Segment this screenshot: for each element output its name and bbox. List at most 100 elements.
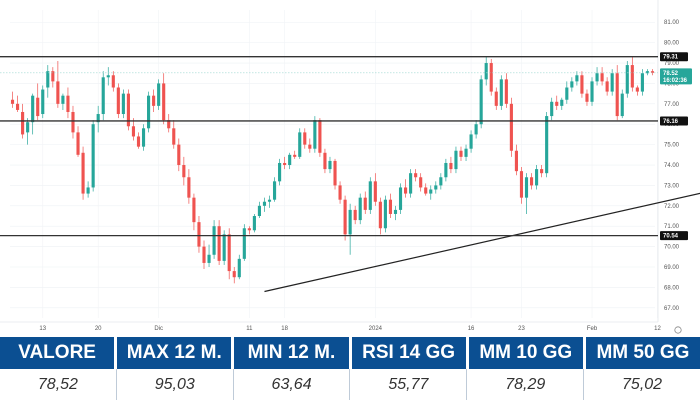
candle-body xyxy=(242,228,246,259)
stat-value-max-12m: 95,03 xyxy=(117,369,234,400)
candle-body xyxy=(61,95,65,104)
y-tick-label: 68.00 xyxy=(664,285,680,291)
candle-body xyxy=(645,71,650,74)
candle-body xyxy=(81,152,85,194)
candle-body xyxy=(257,205,261,217)
x-tick-label: 23 xyxy=(518,326,525,332)
candle-body xyxy=(414,173,418,178)
candle-body xyxy=(514,150,518,172)
candle-body xyxy=(262,201,267,206)
x-tick-label: 16 xyxy=(468,326,475,332)
candle-body xyxy=(630,65,634,88)
y-tick-label: 67.00 xyxy=(664,306,680,312)
candle-body xyxy=(101,77,105,115)
candle-body xyxy=(222,234,226,261)
candle-body xyxy=(434,185,438,190)
candle-body xyxy=(545,116,549,174)
candle-body xyxy=(368,181,372,210)
current-price-time: 16:02:36 xyxy=(663,78,688,84)
candle-body xyxy=(111,75,115,88)
candle-body xyxy=(474,124,478,135)
candle-body xyxy=(640,73,644,92)
candle-body xyxy=(308,144,312,149)
candle-body xyxy=(71,111,75,133)
candle-body xyxy=(21,111,25,135)
candle-body xyxy=(15,103,20,110)
candle-body xyxy=(625,65,629,94)
candle-body xyxy=(167,120,171,129)
candle-body xyxy=(484,63,488,80)
candle-body xyxy=(590,81,594,102)
level-tag xyxy=(660,231,688,241)
candle-body xyxy=(393,209,398,214)
stat-value-mm-10gg: 78,29 xyxy=(467,369,585,400)
candle-body xyxy=(36,97,40,117)
candle-body xyxy=(147,95,151,129)
candle-body xyxy=(232,271,236,278)
candle-body xyxy=(76,132,80,155)
candle-body xyxy=(41,89,45,115)
candle-body xyxy=(293,154,297,157)
candle-body xyxy=(635,87,639,92)
candle-body xyxy=(343,199,347,235)
y-tick-label: 79.00 xyxy=(664,61,680,67)
chart-settings-icon xyxy=(674,326,682,334)
candle-body xyxy=(464,148,468,157)
candle-body xyxy=(177,144,181,166)
candle-body xyxy=(378,201,382,229)
stat-value-mm-50gg: 75,02 xyxy=(622,375,663,393)
current-price-tag xyxy=(660,68,692,85)
level-tag xyxy=(660,52,688,62)
candle-body xyxy=(560,99,564,106)
x-tick-label: Feb xyxy=(587,326,598,332)
x-tick-label: 18 xyxy=(281,326,288,332)
candle-body xyxy=(51,71,55,82)
candle-body xyxy=(217,226,221,261)
candle-body xyxy=(610,73,614,92)
candle-body xyxy=(136,136,141,147)
candle-body xyxy=(424,187,428,194)
candle-body xyxy=(565,87,569,100)
candle-body xyxy=(404,187,408,194)
stat-header-min-12m: MIN 12 M. xyxy=(234,337,352,369)
level-tag-label: 70.54 xyxy=(663,234,679,240)
y-tick-label: 70.00 xyxy=(664,245,680,251)
candle-body xyxy=(278,162,282,182)
y-tick-label: 74.00 xyxy=(664,163,680,169)
candle-body xyxy=(494,91,498,106)
stat-value-min-12m: 63,64 xyxy=(234,369,351,400)
y-tick-label: 80.00 xyxy=(664,41,680,47)
candle-body xyxy=(283,162,287,166)
x-tick-label: Dic xyxy=(154,326,163,332)
candle-body xyxy=(409,173,413,194)
level-layer xyxy=(0,56,658,237)
stat-header-valore: VALORE xyxy=(0,337,118,369)
x-tick-label: 11 xyxy=(246,326,253,332)
candle-body xyxy=(459,150,463,157)
candle-body xyxy=(172,128,176,145)
candle-body xyxy=(519,171,524,198)
candle-body xyxy=(529,177,534,186)
candle-body xyxy=(338,185,342,200)
stats-value-row: 78,52 95,03 63,64 55,77 78,29 75,02 xyxy=(0,369,700,400)
candle-body xyxy=(454,150,458,170)
candle-body xyxy=(131,126,136,137)
candle-body xyxy=(419,177,423,188)
x-tick-label: 2024 xyxy=(369,326,383,332)
candle-body xyxy=(650,71,655,73)
level-tag-label: 79.31 xyxy=(663,55,679,61)
candle-body xyxy=(348,209,352,235)
y-tick-label: 69.00 xyxy=(664,265,680,271)
candle-body xyxy=(157,83,161,106)
y-tick-label: 77.00 xyxy=(664,102,680,108)
candle-body xyxy=(187,177,191,198)
candle-body xyxy=(469,134,473,149)
price-chart[interactable]: 81.0080.0079.0078.0077.0076.0075.0074.00… xyxy=(0,0,700,336)
candle-body xyxy=(535,169,539,186)
candle-body xyxy=(267,199,272,202)
candle-body xyxy=(126,93,130,127)
candle-body xyxy=(56,81,60,104)
candle-body xyxy=(575,75,579,82)
stat-header-mm-10gg: MM 10 GG xyxy=(468,337,586,369)
